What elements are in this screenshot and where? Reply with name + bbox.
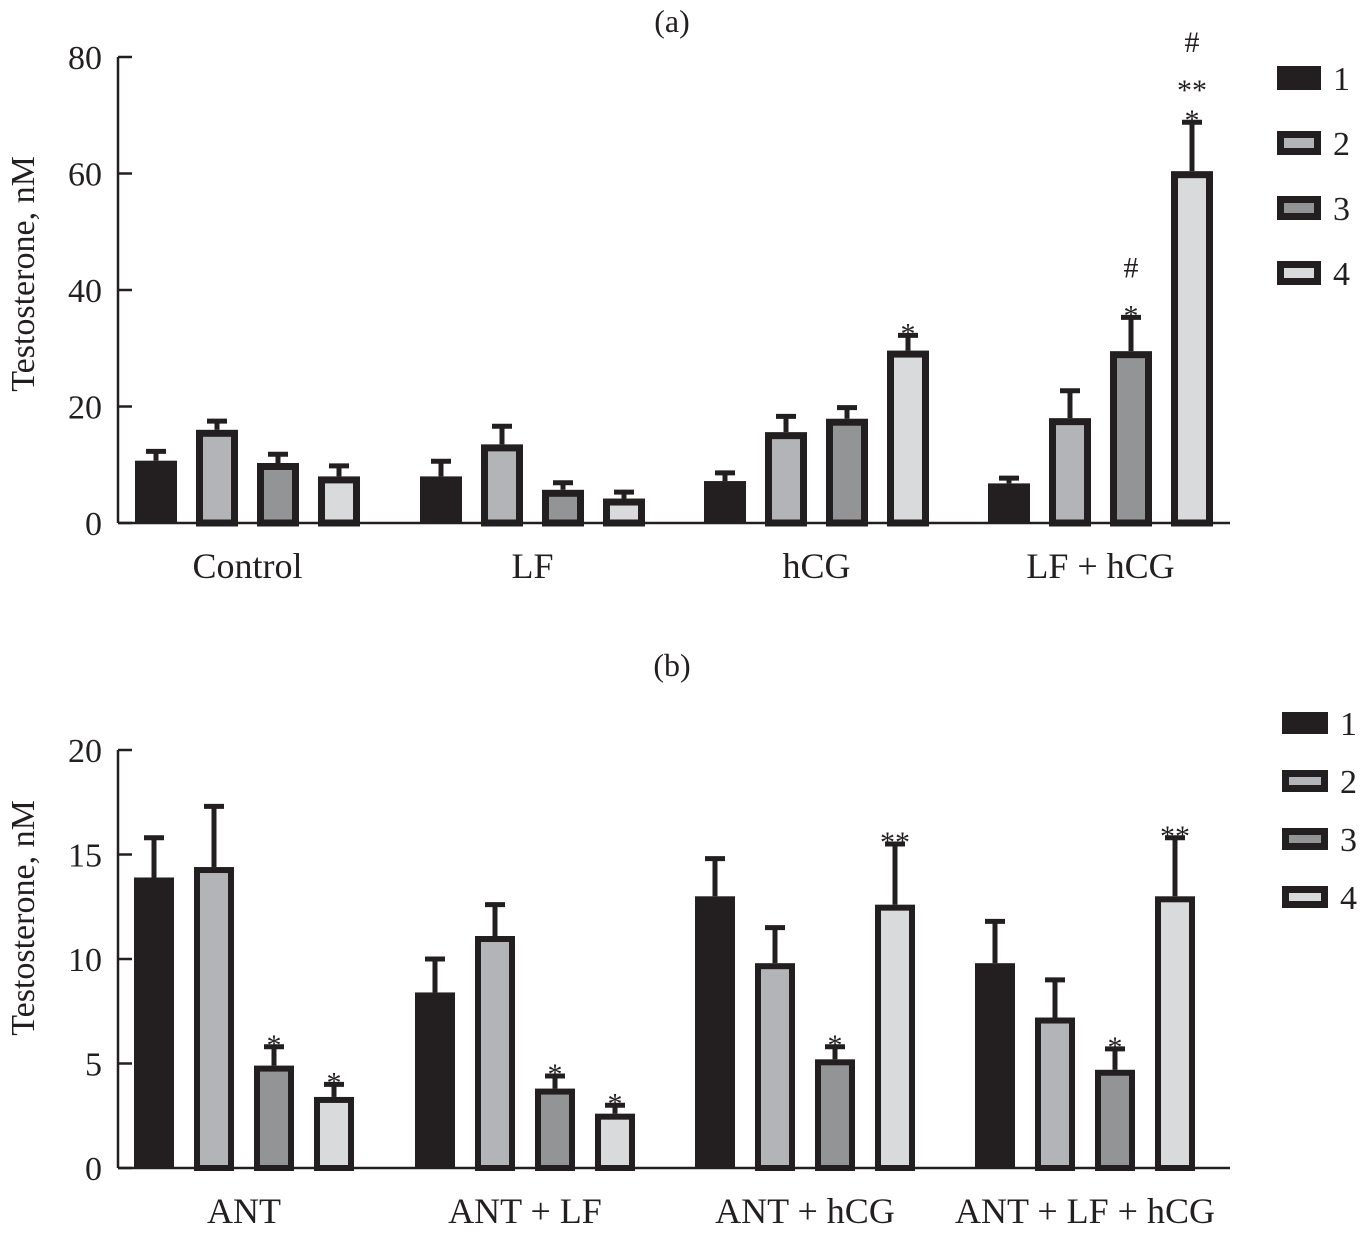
panel-a-title: (a) [654, 3, 690, 39]
x-tick-label: ANT + hCG [715, 1191, 895, 1231]
bar [1095, 1069, 1135, 1172]
bar [1155, 896, 1195, 1171]
bar [988, 483, 1030, 523]
panel-b-y-axis-title: Testosterone, nM [5, 800, 42, 1036]
x-tick-label: Control [192, 546, 302, 586]
panel-a-y-axis-title: Testosterone, nM [5, 156, 42, 392]
legend-label: 4 [1333, 256, 1350, 293]
x-tick-label: ANT [207, 1191, 281, 1231]
x-tick-label: LF [511, 546, 553, 586]
significance-asterisk: * [327, 1066, 342, 1099]
legend-label: 4 [1340, 880, 1357, 917]
x-tick-label: LF + hCG [1026, 546, 1174, 586]
bar [535, 1088, 575, 1171]
significance-asterisk: ** [1177, 74, 1207, 107]
bar [194, 867, 234, 1171]
panel-b-legend: 1 2 3 4 [1282, 706, 1357, 917]
y-tick-label: 5 [85, 1047, 102, 1084]
legend-swatch [1277, 131, 1321, 155]
legend-label: 2 [1340, 764, 1357, 801]
y-tick-label: 80 [68, 40, 102, 77]
legend-swatch [1282, 770, 1328, 792]
bar [542, 489, 584, 527]
panel-a-x-tick-labels: Control LF hCG LF + hCG [192, 546, 1174, 586]
significance-asterisk: * [901, 317, 916, 350]
legend-swatch [1282, 828, 1328, 850]
y-tick-label: 60 [68, 157, 102, 194]
bar [1049, 418, 1091, 527]
bar [134, 877, 174, 1168]
legend-swatch [1282, 886, 1328, 908]
panel-a-bars: **#***# [135, 26, 1213, 527]
significance-hash: # [1185, 26, 1200, 59]
bar [755, 963, 795, 1171]
bar [314, 1096, 354, 1171]
significance-asterisk: * [1124, 299, 1139, 332]
bar [887, 350, 929, 527]
y-tick-label: 0 [85, 1151, 102, 1188]
significance-asterisk: ** [880, 826, 910, 859]
significance-hash: # [1124, 251, 1139, 284]
bar [1110, 351, 1152, 527]
significance-asterisk: ** [1160, 820, 1190, 853]
bar [595, 1113, 635, 1172]
y-tick-label: 10 [68, 942, 102, 979]
panel-b-bars: ** ******** [134, 803, 1195, 1172]
panel-b-x-tick-labels: ANT ANT + LF ANT + hCG ANT + LF + hCG [207, 1191, 1215, 1231]
y-tick-label: 40 [68, 273, 102, 310]
panel-a-legend: 1 2 3 4 [1277, 61, 1350, 293]
legend-label: 3 [1333, 191, 1350, 228]
bar [1171, 171, 1213, 527]
y-tick-label: 0 [85, 506, 102, 543]
significance-asterisk: * [267, 1029, 282, 1062]
significance-asterisk: * [548, 1058, 563, 1091]
bar [135, 460, 177, 523]
significance-asterisk: * [828, 1029, 843, 1062]
bar [815, 1059, 855, 1171]
legend-label: 1 [1340, 706, 1357, 743]
legend-label: 1 [1333, 61, 1350, 98]
significance-asterisk: * [608, 1087, 623, 1120]
y-tick-label: 20 [68, 733, 102, 770]
significance-asterisk: * [1185, 104, 1200, 137]
significance-asterisk: * [1108, 1031, 1123, 1064]
bar [704, 481, 746, 523]
panel-b-title: (b) [653, 647, 690, 683]
bar [1035, 1017, 1075, 1172]
bar [257, 463, 299, 527]
legend-swatch [1277, 196, 1321, 220]
bar [475, 936, 515, 1172]
bar [875, 904, 915, 1171]
bar [975, 963, 1015, 1168]
bar [254, 1065, 294, 1171]
legend-label: 3 [1340, 822, 1357, 859]
x-tick-label: hCG [782, 546, 850, 586]
legend-swatch [1277, 66, 1321, 90]
y-tick-label: 20 [68, 390, 102, 427]
bar [826, 418, 868, 527]
legend-label: 2 [1333, 126, 1350, 163]
y-tick-label: 15 [68, 838, 102, 875]
bar [415, 992, 455, 1168]
bar [481, 444, 523, 527]
legend-swatch [1282, 712, 1328, 734]
x-tick-label: ANT + LF + hCG [955, 1191, 1215, 1231]
panel-b-y-ticks: 0 5 10 15 20 [68, 733, 132, 1188]
bar [695, 896, 735, 1168]
bar [765, 432, 807, 527]
bar [318, 476, 360, 527]
legend-swatch [1277, 261, 1321, 285]
bar [603, 498, 645, 527]
x-tick-label: ANT + LF [448, 1191, 602, 1231]
bar [196, 429, 238, 527]
bar [420, 476, 462, 523]
panel-a-y-ticks: 0 20 40 60 80 [68, 40, 132, 543]
